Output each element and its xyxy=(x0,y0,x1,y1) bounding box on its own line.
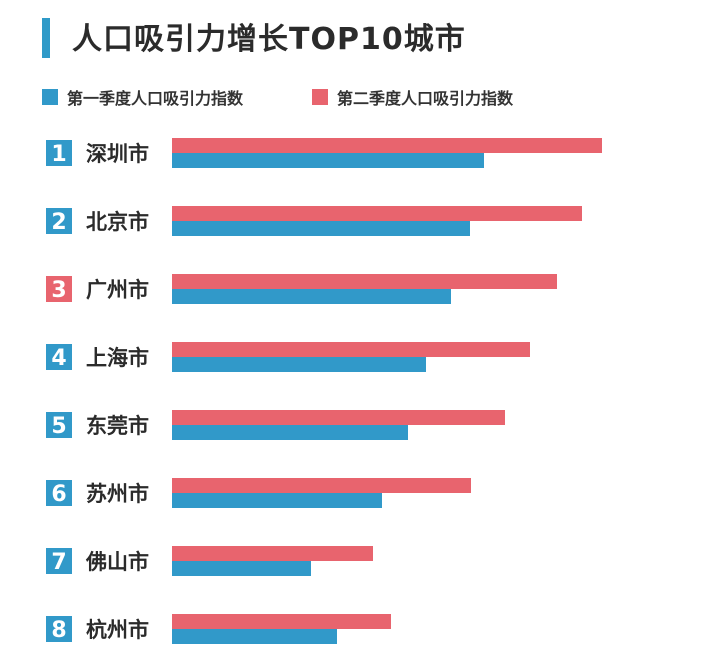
rank-number: 6 xyxy=(51,482,66,507)
bar-q2 xyxy=(172,138,602,153)
legend-label-q1: 第一季度人口吸引力指数 xyxy=(67,89,244,108)
rank-number: 2 xyxy=(51,210,66,235)
rank-number: 7 xyxy=(51,550,66,575)
rank-badge xyxy=(46,140,72,166)
rank-badge xyxy=(46,276,72,302)
rank-number: 1 xyxy=(51,142,66,167)
bar-q1 xyxy=(172,153,484,168)
bar-q1 xyxy=(172,493,382,508)
category-label: 苏州市 xyxy=(86,482,149,506)
legend-item-q1: 第一季度人口吸引力指数 xyxy=(42,86,243,108)
bar-q1 xyxy=(172,357,426,372)
rank-number: 3 xyxy=(51,278,66,303)
rank-badge xyxy=(46,480,72,506)
bar-q2 xyxy=(172,614,391,629)
bar-q1 xyxy=(172,425,408,440)
chart-title: 人口吸引力增长TOP10城市 xyxy=(72,22,466,57)
category-label: 上海市 xyxy=(86,346,149,370)
rank-badge xyxy=(46,344,72,370)
rank-badge xyxy=(46,616,72,642)
legend-label-q2: 第二季度人口吸引力指数 xyxy=(337,89,514,108)
bar-q2 xyxy=(172,274,557,289)
bar-q2 xyxy=(172,478,471,493)
bar-q2 xyxy=(172,342,530,357)
bar-q2 xyxy=(172,206,582,221)
legend-swatch-q2 xyxy=(312,89,328,105)
bar-q1 xyxy=(172,289,451,304)
legend-item-q2: 第二季度人口吸引力指数 xyxy=(312,86,513,108)
category-label: 广州市 xyxy=(86,278,149,302)
rank-number: 5 xyxy=(51,414,66,439)
legend-swatch-q1 xyxy=(42,89,58,105)
rank-badge xyxy=(46,208,72,234)
bar-q1 xyxy=(172,629,337,644)
rank-number: 8 xyxy=(51,618,66,643)
title-accent-bar xyxy=(42,18,50,58)
bar-q1 xyxy=(172,561,311,576)
rank-badge xyxy=(46,548,72,574)
bar-q2 xyxy=(172,410,505,425)
rank-badge xyxy=(46,412,72,438)
category-label: 东莞市 xyxy=(86,414,149,438)
category-label: 杭州市 xyxy=(86,618,149,642)
bar-q2 xyxy=(172,546,373,561)
category-label: 佛山市 xyxy=(85,550,149,574)
category-label: 北京市 xyxy=(86,210,149,234)
rank-number: 4 xyxy=(51,346,66,371)
bar-q1 xyxy=(172,221,470,236)
category-label: 深圳市 xyxy=(86,142,149,166)
